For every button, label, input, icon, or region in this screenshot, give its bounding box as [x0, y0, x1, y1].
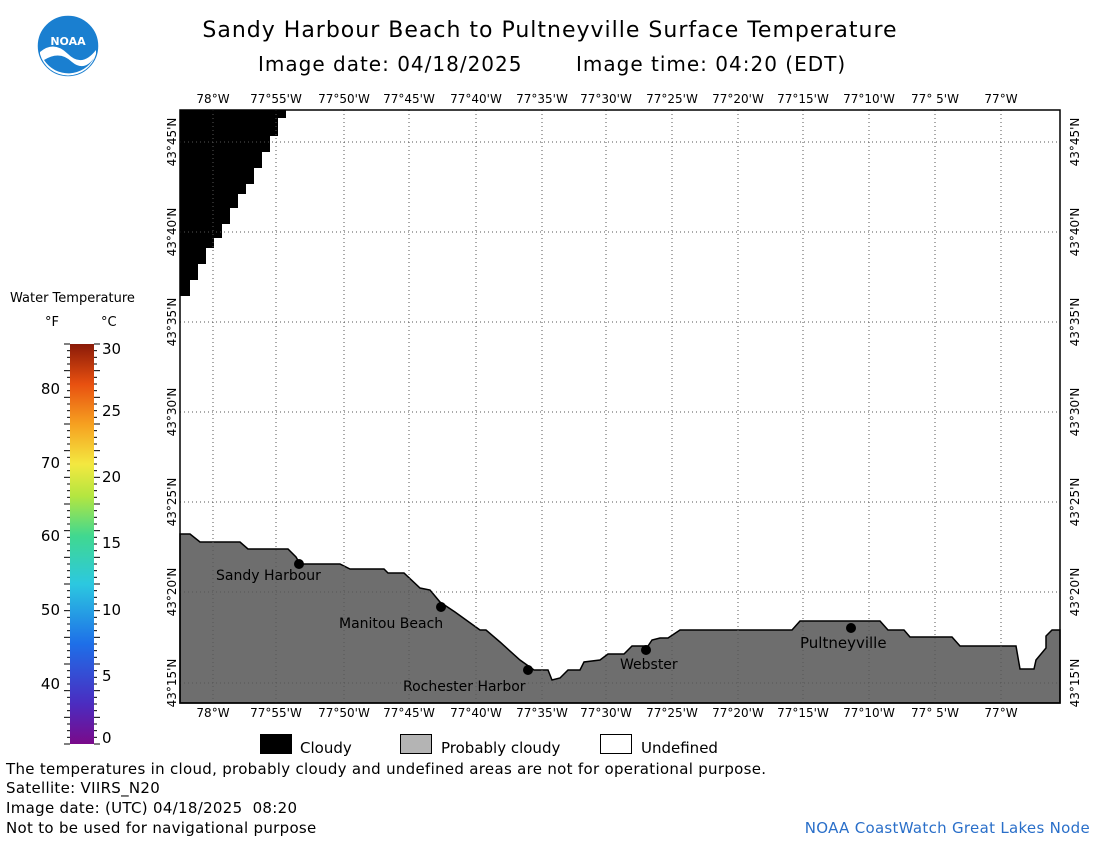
lat-label-right: 43°15'N — [1068, 658, 1082, 708]
legend-label-probably-cloudy: Probably cloudy — [441, 739, 561, 757]
legend-label-cloudy: Cloudy — [300, 739, 352, 757]
lat-label-right: 43°30'N — [1068, 387, 1082, 437]
colorbar-f-label: 40 — [40, 675, 60, 693]
colorbar-f-label: 80 — [40, 380, 60, 398]
lon-label-bottom: 77°25'W — [646, 706, 698, 720]
lon-label-bottom: 77°45'W — [383, 706, 435, 720]
lat-label-left: 43°15'N — [165, 658, 179, 708]
footer-credit: NOAA CoastWatch Great Lakes Node — [804, 819, 1090, 837]
legend-swatch-undefined — [600, 734, 632, 754]
legend-swatch-probably-cloudy — [400, 734, 432, 754]
lon-label-bottom: 77°W — [984, 706, 1018, 720]
page-title: Sandy Harbour Beach to Pultneyville Surf… — [202, 18, 898, 43]
place-marker-pultneyville — [846, 623, 856, 633]
colorbar-c-label: 25 — [102, 402, 122, 420]
colorbar-unit-f: °F — [45, 315, 59, 330]
lon-label-top: 77°35'W — [516, 92, 568, 106]
lon-label-bottom: 77°10'W — [843, 706, 895, 720]
lon-label-top: 77°20'W — [712, 92, 764, 106]
colorbar-c-label: 20 — [102, 468, 122, 486]
colorbar-title: Water Temperature — [10, 291, 135, 306]
place-marker-webster — [641, 645, 651, 655]
colorbar-unit-c: °C — [101, 315, 117, 330]
lon-label-bottom: 78°W — [196, 706, 230, 720]
colorbar-c-label: 15 — [102, 534, 122, 552]
lon-label-bottom: 77° 5'W — [911, 706, 959, 720]
footer-nav-warning: Not to be used for navigational purpose — [6, 819, 317, 837]
colorbar-f-label: 50 — [40, 601, 60, 619]
lat-label-right: 43°35'N — [1068, 297, 1082, 347]
lon-label-top: 77°15'W — [777, 92, 829, 106]
lat-label-left: 43°40'N — [165, 207, 179, 257]
lon-label-bottom: 77°15'W — [777, 706, 829, 720]
place-marker-rochester-harbor — [523, 665, 533, 675]
colorbar-c-label: 10 — [102, 601, 122, 619]
footer-satellite: Satellite: VIIRS_N20 — [6, 779, 161, 797]
colorbar-c-label: 0 — [102, 729, 112, 747]
lat-label-left: 43°20'N — [165, 567, 179, 617]
lon-label-top: 77°50'W — [318, 92, 370, 106]
colorbar-f-label: 60 — [40, 527, 60, 545]
lon-label-bottom: 77°35'W — [516, 706, 568, 720]
place-label-rochester-harbor: Rochester Harbor — [403, 679, 526, 695]
colorbar-c-label: 30 — [102, 340, 122, 358]
lon-label-top: 77°40'W — [450, 92, 502, 106]
lon-label-bottom: 77°40'W — [450, 706, 502, 720]
lat-label-right: 43°25'N — [1068, 477, 1082, 527]
lon-label-bottom: 77°30'W — [580, 706, 632, 720]
colorbar-c-label: 5 — [102, 667, 112, 685]
lat-label-left: 43°45'N — [165, 117, 179, 167]
lon-label-top: 77°55'W — [250, 92, 302, 106]
place-label-sandy-harbour: Sandy Harbour — [216, 568, 321, 584]
lon-label-top: 77°45'W — [383, 92, 435, 106]
lon-label-top: 77° 5'W — [911, 92, 959, 106]
lat-label-left: 43°25'N — [165, 477, 179, 527]
place-label-pultneyville: Pultneyville — [800, 634, 887, 652]
image-time: Image time: 04:20 (EDT) — [576, 52, 847, 76]
cloud-area — [180, 110, 286, 296]
noaa-logo: NOAA — [36, 14, 100, 78]
footer-note: The temperatures in cloud, probably clou… — [6, 760, 767, 778]
lat-label-right: 43°45'N — [1068, 117, 1082, 167]
colorbar — [64, 343, 100, 745]
lon-label-bottom: 77°20'W — [712, 706, 764, 720]
noaa-logo-text: NOAA — [50, 35, 86, 48]
place-label-webster: Webster — [620, 657, 678, 673]
land-area — [179, 533, 1061, 704]
lon-label-top: 78°W — [196, 92, 230, 106]
colorbar-f-label: 70 — [40, 454, 60, 472]
place-marker-sandy-harbour — [294, 559, 304, 569]
place-marker-manitou-beach — [436, 602, 446, 612]
lon-label-bottom: 77°55'W — [250, 706, 302, 720]
footer-utc-date: Image date: (UTC) 04/18/2025 08:20 — [6, 799, 298, 817]
lat-label-right: 43°20'N — [1068, 567, 1082, 617]
lon-label-top: 77°W — [984, 92, 1018, 106]
lat-label-left: 43°35'N — [165, 297, 179, 347]
lon-label-top: 77°30'W — [580, 92, 632, 106]
image-date: Image date: 04/18/2025 — [258, 52, 523, 76]
lon-label-top: 77°10'W — [843, 92, 895, 106]
lat-label-left: 43°30'N — [165, 387, 179, 437]
lon-label-top: 77°25'W — [646, 92, 698, 106]
lat-label-right: 43°40'N — [1068, 207, 1082, 257]
legend-label-undefined: Undefined — [641, 739, 718, 757]
legend-swatch-cloudy — [260, 734, 292, 754]
place-label-manitou-beach: Manitou Beach — [339, 616, 444, 632]
lon-label-bottom: 77°50'W — [318, 706, 370, 720]
